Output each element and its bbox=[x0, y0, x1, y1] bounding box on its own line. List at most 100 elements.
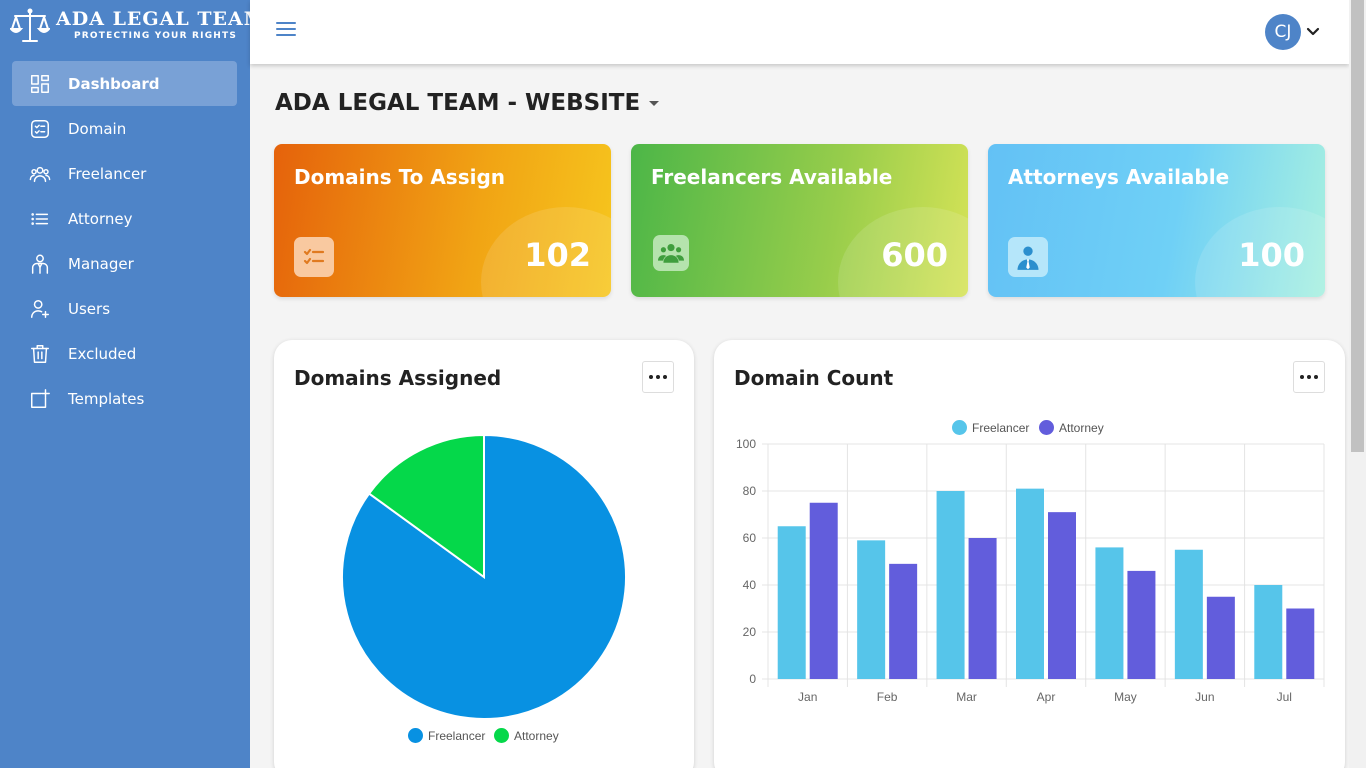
y-tick-label: 0 bbox=[749, 672, 756, 686]
scrollbar-thumb[interactable] bbox=[1351, 0, 1364, 452]
caret-down-icon bbox=[649, 100, 660, 106]
bar-freelancer-mar[interactable] bbox=[936, 491, 965, 679]
hamburger-icon bbox=[276, 34, 296, 36]
more-dots-icon bbox=[1307, 375, 1311, 379]
page-title-text: ADA LEGAL TEAM - WEBSITE bbox=[275, 90, 641, 116]
x-tick-label: Mar bbox=[956, 690, 977, 704]
add-template-icon bbox=[28, 387, 52, 411]
x-tick-label: Jun bbox=[1195, 690, 1214, 704]
group-icon bbox=[653, 235, 689, 271]
y-tick-label: 100 bbox=[736, 437, 756, 451]
bar-freelancer-may[interactable] bbox=[1095, 547, 1124, 679]
brand-subtitle: PROTECTING YOUR RIGHTS bbox=[74, 31, 238, 41]
sidebar-item-dashboard[interactable]: Dashboard bbox=[12, 61, 237, 106]
legend-item-freelancer[interactable]: Freelancer bbox=[952, 420, 1029, 435]
hamburger-icon bbox=[276, 22, 296, 24]
legend-label: Attorney bbox=[514, 728, 559, 743]
x-tick-label: May bbox=[1114, 690, 1137, 704]
legend-label: Attorney bbox=[1059, 420, 1104, 435]
legend-swatch bbox=[1039, 420, 1054, 435]
y-tick-label: 40 bbox=[743, 578, 757, 592]
bar-freelancer-feb[interactable] bbox=[857, 540, 886, 679]
more-options-button[interactable] bbox=[642, 361, 674, 393]
sidebar-item-manager[interactable]: Manager bbox=[12, 241, 237, 286]
legend-swatch bbox=[952, 420, 967, 435]
card-title: Attorneys Available bbox=[1008, 165, 1230, 189]
bar-attorney-jun[interactable] bbox=[1206, 596, 1235, 679]
y-tick-label: 20 bbox=[743, 625, 757, 639]
x-tick-label: Jan bbox=[798, 690, 817, 704]
sidebar-item-label: Domain bbox=[68, 119, 127, 138]
attorney-icon bbox=[1008, 237, 1048, 277]
list-icon bbox=[28, 207, 52, 231]
bar-attorney-jan[interactable] bbox=[809, 502, 838, 679]
stat-card-attorneys-available[interactable]: Attorneys Available 100 bbox=[988, 144, 1325, 297]
card-title: Domains To Assign bbox=[294, 165, 506, 189]
legend-item-freelancer[interactable]: Freelancer bbox=[408, 728, 485, 743]
menu-toggle-button[interactable] bbox=[276, 22, 296, 42]
people-icon bbox=[28, 162, 52, 186]
brand-title: ADA LEGAL TEAM bbox=[56, 8, 266, 30]
bar-chart: 0 20 40 60 80 100 Jan Feb Mar Apr May Jun Jul bbox=[736, 437, 1325, 704]
bar-freelancer-jun[interactable] bbox=[1174, 549, 1203, 679]
bar-attorney-apr[interactable] bbox=[1048, 512, 1076, 679]
dashboard-icon bbox=[28, 72, 52, 96]
hamburger-icon bbox=[276, 28, 296, 30]
domains-assigned-panel: Domains Assigned Freelancer Attorney bbox=[274, 340, 694, 768]
sidebar-item-excluded[interactable]: Excluded bbox=[12, 331, 237, 376]
checklist-icon bbox=[294, 237, 334, 277]
sidebar-item-freelancer[interactable]: Freelancer bbox=[12, 151, 237, 196]
scales-of-justice-icon bbox=[10, 8, 50, 42]
card-value: 600 bbox=[881, 236, 948, 274]
legend-swatch bbox=[408, 728, 423, 743]
more-dots-icon bbox=[1314, 375, 1318, 379]
page-title[interactable]: ADA LEGAL TEAM - WEBSITE bbox=[275, 90, 660, 116]
panel-title: Domain Count bbox=[734, 366, 894, 390]
legend-item-attorney[interactable]: Attorney bbox=[494, 728, 559, 743]
avatar[interactable]: CJ bbox=[1265, 14, 1301, 50]
bar-freelancer-jan[interactable] bbox=[777, 526, 806, 679]
checklist-icon bbox=[28, 117, 52, 141]
more-dots-icon bbox=[1300, 375, 1304, 379]
bar-attorney-jul[interactable] bbox=[1286, 608, 1315, 680]
chevron-down-icon[interactable] bbox=[1306, 22, 1320, 42]
bar-attorney-may[interactable] bbox=[1127, 570, 1156, 679]
sidebar-item-label: Templates bbox=[68, 389, 145, 408]
legend-item-attorney[interactable]: Attorney bbox=[1039, 420, 1104, 435]
legend-swatch bbox=[494, 728, 509, 743]
x-tick-label: Jul bbox=[1277, 690, 1292, 704]
legend-label: Freelancer bbox=[428, 728, 486, 743]
y-tick-label: 60 bbox=[743, 531, 757, 545]
domain-count-panel: Domain Count Freelancer Attorney 0 20 40 60… bbox=[714, 340, 1345, 768]
pie-slice-attorney[interactable] bbox=[367, 433, 485, 579]
bar-attorney-mar[interactable] bbox=[968, 538, 997, 679]
more-dots-icon bbox=[663, 375, 667, 379]
bar-freelancer-apr[interactable] bbox=[1016, 488, 1044, 679]
card-value: 100 bbox=[1238, 236, 1305, 274]
sidebar-item-label: Freelancer bbox=[68, 164, 147, 183]
sidebar-item-label: Manager bbox=[68, 254, 134, 273]
sidebar-item-users[interactable]: Users bbox=[12, 286, 237, 331]
y-tick-label: 80 bbox=[743, 484, 757, 498]
x-tick-label: Feb bbox=[877, 690, 898, 704]
bar-freelancer-jul[interactable] bbox=[1254, 585, 1283, 679]
card-title: Freelancers Available bbox=[651, 165, 893, 189]
sidebar-item-domain[interactable]: Domain bbox=[12, 106, 237, 151]
more-dots-icon bbox=[649, 375, 653, 379]
legend-label: Freelancer bbox=[972, 420, 1030, 435]
more-options-button[interactable] bbox=[1293, 361, 1325, 393]
card-value: 102 bbox=[524, 236, 591, 274]
pie-chart bbox=[341, 433, 627, 720]
brand-logo[interactable]: ADA LEGAL TEAM PROTECTING YOUR RIGHTS bbox=[0, 0, 265, 50]
manager-icon bbox=[28, 252, 52, 276]
stat-card-domains-to-assign[interactable]: Domains To Assign 102 bbox=[274, 144, 611, 297]
sidebar-item-templates[interactable]: Templates bbox=[12, 376, 237, 421]
sidebar-item-label: Attorney bbox=[68, 209, 133, 228]
more-dots-icon bbox=[656, 375, 660, 379]
add-user-icon bbox=[28, 297, 52, 321]
sidebar-item-attorney[interactable]: Attorney bbox=[12, 196, 237, 241]
sidebar: ADA LEGAL TEAM PROTECTING YOUR RIGHTS Da… bbox=[0, 0, 265, 768]
stat-card-freelancers-available[interactable]: Freelancers Available 600 bbox=[631, 144, 968, 297]
bar-attorney-feb[interactable] bbox=[889, 563, 918, 679]
top-header: CJ bbox=[250, 0, 1349, 64]
